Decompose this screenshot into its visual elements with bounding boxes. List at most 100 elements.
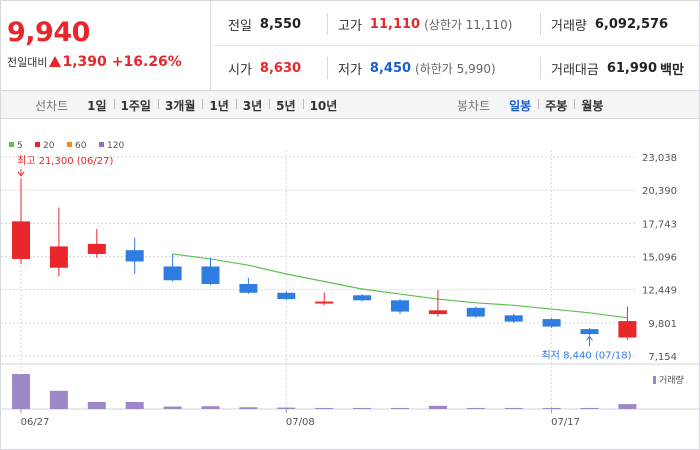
period-1w[interactable]: 1주일 [113,97,158,114]
row-divider [212,45,699,46]
period-5y[interactable]: 5년 [269,97,302,114]
candle-monthly[interactable]: 월봉 [574,97,610,114]
y-tick-label: 12,449 [642,286,677,297]
volume-bar [201,406,220,409]
volume-bar [163,406,182,409]
candle-body [239,284,258,293]
low-annotation: 최저 8,440 (07/18) [541,349,631,361]
x-tick-label: 07/17 [551,417,580,428]
divider [540,57,541,79]
ma5-line [172,253,628,319]
volume-bar [580,407,599,409]
candle-body [315,301,334,304]
quote-summary: 9,940 전일대비 1,390 +16.26% 전일 8,550 시가 8,630 고… [1,1,699,91]
period-1y[interactable]: 1년 [202,97,235,114]
change-amount: 1,390 [62,54,107,70]
candle-body [277,292,296,300]
high-annotation: 최고 21,300 (06/27) [17,155,113,167]
lower-limit: (하한가 5,990) [415,61,496,76]
volume-bar [542,407,561,409]
low-price-value: 8,450 [369,60,412,76]
legend-label: 5 [17,141,23,151]
candle-body [542,319,561,327]
x-tick-label: 06/27 [21,417,50,428]
legend-label: 60 [75,141,87,151]
high-price-value: 11,110 [369,16,421,32]
volume-bar [49,390,68,409]
period-10y[interactable]: 10년 [302,97,345,114]
candle-body [504,315,523,322]
y-tick-label: 17,743 [642,219,677,230]
prev-close: 전일 8,550 [228,16,302,34]
candle-body [12,221,30,259]
legend-swatch [99,142,104,147]
candle-daily[interactable]: 일봉 [509,98,532,113]
candle-body [201,266,220,285]
volume-bar [277,407,296,409]
volume-bar [428,405,447,409]
volume-bar [12,374,30,409]
upper-limit: (상한가 11,110) [424,17,513,32]
line-chart-label: 선차트 [35,98,69,113]
candle-body [49,246,68,268]
candle-body [163,266,182,281]
legend-swatch [67,142,72,147]
current-price: 9,940 [7,17,90,48]
period-3y[interactable]: 3년 [235,97,269,114]
volume-legend-swatch [653,376,656,384]
volume-bar [239,407,258,409]
candlestick-chart[interactable]: 5 20 60 120 최고 21,300 (06/27) 최저 8,440 (07/1… [1,120,699,450]
open-price-value: 8,630 [259,60,302,76]
legend-swatch [9,142,14,147]
x-tick-label: 07/08 [286,417,315,428]
volume-value: 6,092,576 [594,16,669,32]
divider [327,57,328,79]
trade-value-amount: 61,990 [606,60,658,76]
y-tick-label: 15,096 [642,253,677,264]
volume-bar [391,407,409,409]
divider [327,13,328,35]
line-chart-periods: 선차트 1일 1주일 3개월 1년 3년 5년 10년 [35,91,344,119]
high-price: 고가 11,110 (상한가 11,110) [338,16,513,34]
divider [540,13,541,35]
period-1d[interactable]: 1일 [87,98,107,113]
candle-body [125,250,144,262]
candle-weekly[interactable]: 주봉 [538,97,574,114]
volume-bar [618,404,637,409]
candle-body [580,329,599,335]
candle-body [391,300,409,312]
low-price: 저가 8,450 (하한가 5,990) [338,60,496,78]
volume-bar [315,407,334,409]
price-change: 전일대비 1,390 +16.26% [7,54,182,70]
candle-chart-label: 봉차트 [457,98,491,113]
trade-value-unit: 백만 [660,62,684,78]
open-price: 시가 8,630 [228,60,302,78]
candle-chart-periods: 봉차트 일봉 주봉 월봉 [457,91,610,119]
chart-period-bar: 선차트 1일 1주일 3개월 1년 3년 5년 10년 봉차트 일봉 주봉 월봉 [1,91,699,119]
current-price-box: 9,940 전일대비 1,390 +16.26% [1,1,211,90]
volume-bar [466,407,485,409]
candle-body [428,310,447,315]
change-percent: +16.26% [111,54,182,70]
volume-bar [504,407,523,409]
y-tick-label: 23,038 [642,153,677,164]
volume-legend-label: 거래량 [659,374,684,386]
volume-bar [125,402,144,409]
period-3m[interactable]: 3개월 [157,97,202,114]
volume: 거래량 6,092,576 [551,16,669,34]
volume-bar [353,407,372,409]
change-label: 전일대비 [7,56,48,69]
price-chart: 5 20 60 120 최고 21,300 (06/27) 최저 8,440 (07/1… [1,120,699,450]
candle-body [466,307,485,317]
prev-close-value: 8,550 [259,16,302,32]
low-arrow-icon [586,335,593,341]
legend-label: 20 [43,141,55,151]
y-tick-label: 7,154 [648,352,677,363]
legend-label: 120 [107,141,124,151]
high-arrow-icon [17,171,25,177]
up-triangle-icon [49,56,62,67]
y-tick-label: 9,801 [648,319,677,330]
trade-value: 거래대금 61,990 백만 [551,60,684,78]
candle-body [618,321,637,338]
